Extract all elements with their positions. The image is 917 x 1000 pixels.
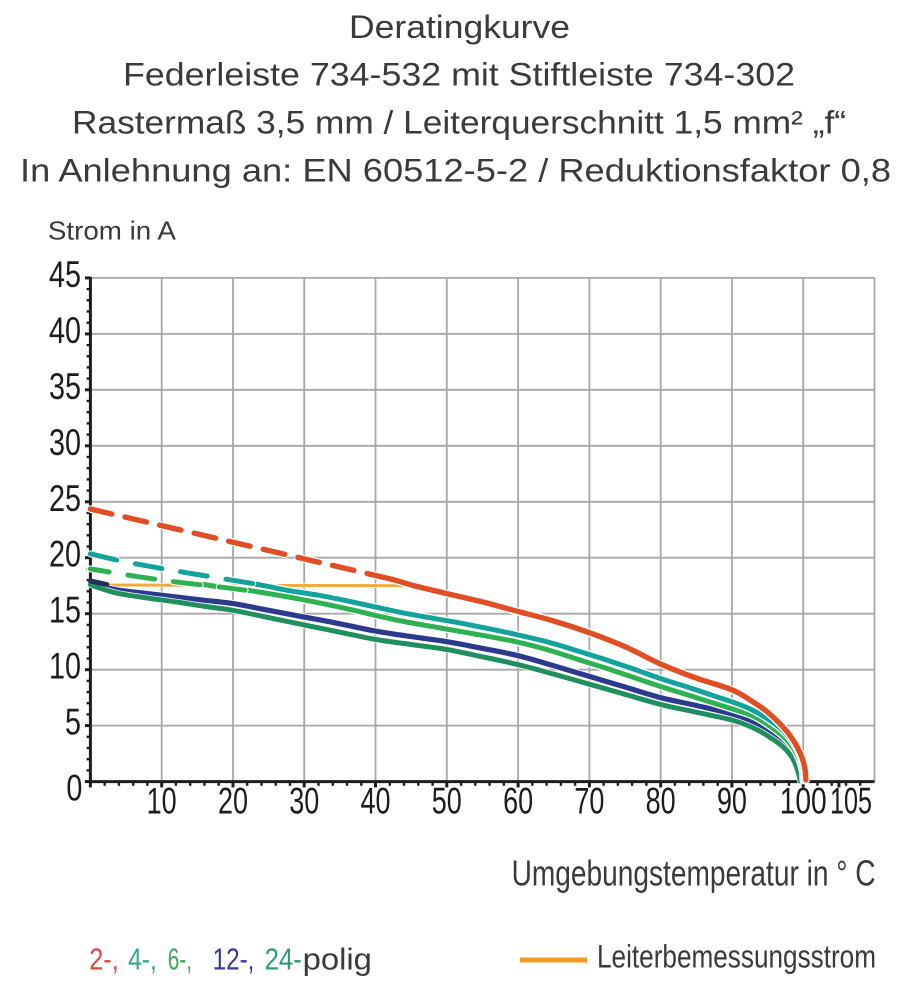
- svg-text:6-,: 6-,: [168, 942, 192, 977]
- svg-text:2-,: 2-,: [89, 942, 119, 977]
- svg-text:20: 20: [49, 534, 81, 575]
- svg-text:5: 5: [65, 702, 81, 743]
- svg-text:30: 30: [49, 422, 81, 463]
- svg-text:4-,: 4-,: [128, 942, 157, 977]
- svg-text:40: 40: [49, 310, 81, 351]
- svg-text:Umgebungstemperatur in ° C: Umgebungstemperatur in ° C: [512, 853, 876, 894]
- svg-text:Deratingkurve: Deratingkurve: [349, 9, 570, 45]
- svg-text:24-: 24-: [265, 942, 302, 977]
- svg-text:100: 100: [780, 781, 827, 822]
- svg-text:In Anlehnung an: EN 60512-5-2: In Anlehnung an: EN 60512-5-2 / Reduktio…: [20, 153, 891, 189]
- svg-text:35: 35: [49, 366, 81, 407]
- svg-text:40: 40: [361, 781, 391, 822]
- svg-text:Federleiste 734-532 mit Stiftl: Federleiste 734-532 mit Stiftleiste 734-…: [123, 57, 795, 93]
- svg-text:Strom in A: Strom in A: [48, 216, 177, 246]
- svg-text:0: 0: [66, 767, 82, 808]
- svg-text:50: 50: [432, 781, 462, 822]
- svg-text:90: 90: [717, 781, 747, 822]
- svg-text:25: 25: [49, 478, 81, 519]
- svg-text:Leiterbemessungsstrom: Leiterbemessungsstrom: [597, 939, 876, 975]
- svg-text:20: 20: [218, 781, 248, 822]
- svg-text:30: 30: [289, 781, 319, 822]
- svg-text:15: 15: [49, 590, 81, 631]
- svg-text:80: 80: [646, 781, 676, 822]
- svg-text:10: 10: [147, 781, 177, 822]
- svg-text:45: 45: [49, 254, 81, 295]
- svg-text:polig: polig: [303, 942, 372, 977]
- svg-text:60: 60: [503, 781, 533, 822]
- svg-text:Rastermaß 3,5 mm / Leiterquers: Rastermaß 3,5 mm / Leiterquerschnitt 1,5…: [72, 105, 846, 141]
- svg-text:105: 105: [830, 781, 872, 822]
- svg-text:10: 10: [49, 646, 81, 687]
- svg-text:12-,: 12-,: [213, 942, 255, 977]
- svg-text:70: 70: [574, 781, 604, 822]
